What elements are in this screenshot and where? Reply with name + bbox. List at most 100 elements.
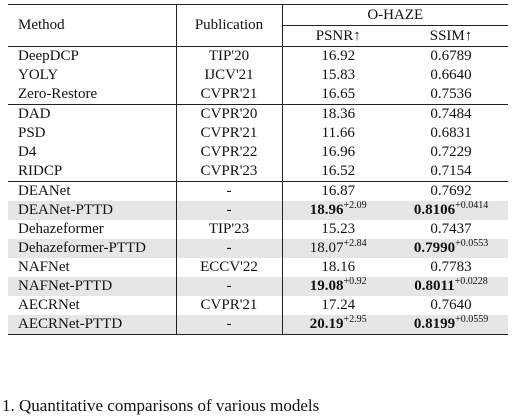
cell-ssim: 0.7229 — [394, 143, 508, 162]
ssim-value: 0.8199 — [413, 316, 456, 332]
cell-method: Dehazeformer-PTTD — [8, 239, 176, 258]
cell-psnr: 16.52 — [282, 162, 394, 182]
table-row: AECRNet-PTTD -20.19+2.95 0.8199+0.0559 — [8, 314, 509, 335]
cell-psnr: 11.66 — [282, 124, 394, 143]
table-row: Dehazeformer TIP'23 15.23 0.7437 — [8, 220, 508, 239]
psnr-value: 16.92 — [321, 48, 356, 64]
cell-publication: CVPR'20 — [175, 104, 283, 124]
table-row: AECRNet CVPR'21 17.24 0.7640 — [8, 296, 508, 315]
cell-publication: - — [175, 277, 283, 296]
ssim-value: 0.8106 — [413, 202, 456, 218]
cell-method: Dehazeformer — [18, 221, 104, 237]
psnr-value: 20.19 — [309, 316, 344, 332]
ssim-value: 0.7484 — [430, 106, 472, 122]
table-row: Zero-Restore CVPR'21 16.65 0.7536 — [8, 85, 508, 105]
header-ssim: SSIM↑ — [429, 27, 473, 44]
psnr-value: 16.52 — [321, 163, 356, 179]
cell-psnr: 20.19+2.95 — [282, 315, 394, 335]
table-row: Dehazeformer-PTTD -18.07+2.84 0.7990+0.055… — [8, 238, 509, 258]
cell-method: D4 — [18, 144, 37, 160]
ssim-value: 0.7229 — [430, 144, 472, 160]
ssim-value: 0.6831 — [430, 125, 472, 141]
cell-ssim: 0.7692 — [394, 181, 509, 201]
table-row: DEANet - 16.87 0.7692 — [8, 181, 509, 201]
table-row: YOLY IJCV'21 15.83 0.6640 — [8, 66, 508, 85]
results-table-container: Method Publication O-HAZE PSNR↑ SSIM↑ De… — [8, 4, 509, 335]
table-row: DeepDCP TIP'20 16.92 0.6789 — [8, 46, 509, 66]
cell-psnr: 15.83 — [282, 66, 394, 85]
cell-publication: - — [175, 315, 283, 335]
cell-publication: CVPR'21 — [175, 85, 283, 105]
cell-psnr: 17.24 — [282, 296, 394, 315]
ssim-value: 0.7990 — [413, 240, 456, 256]
cell-publication: CVPR'23 — [175, 162, 283, 182]
ssim-gain: +0.0228 — [454, 276, 488, 287]
psnr-value: 18.96 — [309, 202, 344, 218]
cell-publication: CVPR'21 — [175, 124, 283, 143]
ssim-gain: +0.0559 — [455, 314, 489, 325]
psnr-value: 16.96 — [321, 144, 356, 160]
cell-method: DEANet — [8, 181, 176, 201]
psnr-gain: +2.09 — [343, 200, 367, 211]
ssim-value: 0.6789 — [430, 48, 472, 64]
cell-ssim: 0.8106+0.0414 — [394, 200, 509, 220]
cell-ssim: 0.8199+0.0559 — [394, 314, 509, 335]
cell-method: DAD — [8, 104, 176, 124]
table-row: NAFNet ECCV'22 18.16 0.7783 — [8, 258, 508, 277]
psnr-value: 17.24 — [321, 297, 356, 313]
ssim-value: 0.7640 — [430, 297, 472, 313]
table-row: D4 CVPR'22 16.96 0.7229 — [8, 143, 508, 162]
psnr-value: 15.23 — [321, 221, 356, 237]
cell-publication: TIP'20 — [175, 46, 283, 66]
table-row: NAFNet-PTTD -19.08+0.92 0.8011+0.0228 — [8, 276, 509, 296]
header-dataset: O-HAZE — [282, 4, 509, 26]
cell-method: DEANet-PTTD — [8, 201, 176, 220]
cell-ssim: 0.6789 — [394, 46, 509, 66]
psnr-gain: +2.95 — [343, 314, 367, 325]
ssim-value: 0.6640 — [430, 67, 472, 83]
ssim-gain: +0.0553 — [455, 238, 489, 249]
cell-publication: IJCV'21 — [175, 66, 283, 85]
cell-method: PSD — [18, 125, 46, 141]
psnr-value: 18.16 — [321, 259, 356, 275]
cell-publication: - — [175, 201, 283, 220]
psnr-value: 19.08 — [309, 278, 344, 294]
cell-publication: CVPR'21 — [175, 296, 283, 315]
cell-ssim: 0.6640 — [394, 66, 508, 85]
cell-psnr: 16.87 — [282, 181, 394, 201]
ssim-value: 0.7692 — [430, 183, 472, 199]
cell-publication: - — [175, 239, 283, 258]
cell-ssim: 0.7640 — [394, 296, 508, 315]
cell-psnr: 18.36 — [282, 104, 394, 124]
cell-ssim: 0.7783 — [394, 258, 508, 277]
cell-psnr: 18.07+2.84 — [282, 239, 394, 258]
psnr-value: 18.07 — [309, 240, 344, 256]
cell-psnr: 16.65 — [282, 85, 394, 105]
table-row: DEANet-PTTD -18.96+2.09 0.8106+0.0414 — [8, 200, 509, 220]
cell-ssim: 0.7437 — [394, 220, 508, 239]
psnr-value: 18.36 — [321, 106, 356, 122]
table-row: RIDCP CVPR'23 16.52 0.7154 — [8, 162, 508, 182]
psnr-gain: +0.92 — [343, 276, 367, 287]
table-body: DeepDCP TIP'20 16.92 0.6789 YOLY IJCV'21 15.83… — [8, 46, 509, 335]
ssim-value: 0.7783 — [430, 259, 472, 275]
cell-method: RIDCP — [18, 163, 63, 179]
cell-method: AECRNet-PTTD — [8, 315, 176, 335]
header-publication: Publication — [175, 4, 283, 47]
cell-method: AECRNet — [18, 297, 80, 313]
cell-ssim: 0.7536 — [394, 85, 508, 105]
psnr-value: 11.66 — [321, 125, 355, 141]
cell-psnr: 15.23 — [282, 220, 394, 239]
ssim-value: 0.8011 — [414, 278, 455, 294]
cell-publication: - — [175, 181, 283, 201]
ssim-gain: +0.0414 — [455, 200, 489, 211]
ssim-value: 0.7437 — [430, 221, 472, 237]
psnr-value: 16.65 — [321, 86, 356, 102]
psnr-gain: +2.84 — [343, 238, 367, 249]
cell-method: DeepDCP — [8, 46, 176, 66]
cell-method: NAFNet — [18, 259, 70, 275]
cell-psnr: 18.16 — [282, 258, 394, 277]
cell-psnr: 18.96+2.09 — [282, 201, 394, 220]
cell-ssim: 0.8011+0.0228 — [394, 276, 509, 296]
cell-ssim: 0.7154 — [394, 162, 508, 182]
